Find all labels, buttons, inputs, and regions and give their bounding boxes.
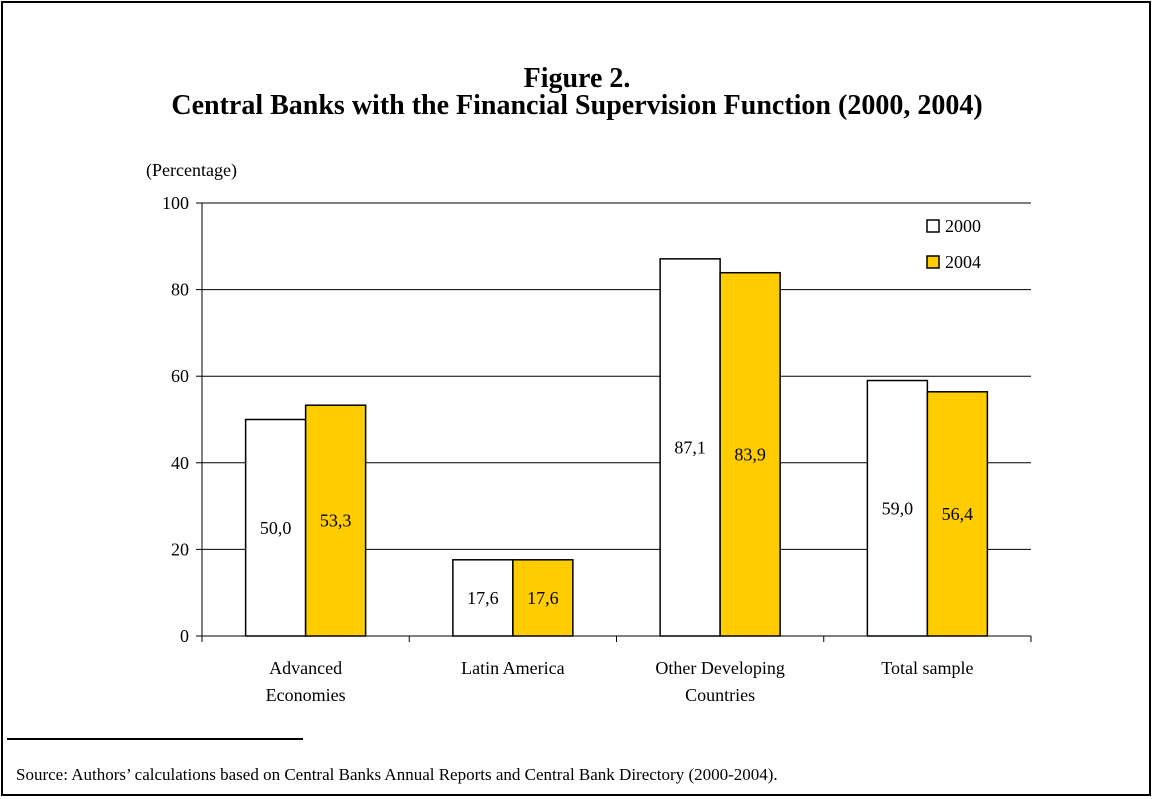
data-label-2000: 59,0 [882, 498, 914, 518]
data-label-2004: 53,3 [320, 511, 352, 531]
x-category-label: Economies [266, 685, 346, 705]
y-tick-label: 20 [171, 539, 189, 559]
x-category-label: Latin America [461, 658, 564, 678]
bar-2004 [304, 404, 367, 637]
bar-2000 [866, 379, 929, 637]
data-label-2000: 50,0 [260, 518, 292, 538]
x-category-label: Total sample [881, 658, 973, 678]
footnote-divider [7, 738, 303, 740]
legend-swatch-2004 [926, 255, 940, 269]
bar-2000 [452, 559, 514, 637]
data-label-2004: 83,9 [734, 444, 766, 464]
y-tick-label: 100 [162, 193, 189, 213]
bar-2004 [512, 559, 574, 637]
legend-swatch-2000 [926, 219, 940, 233]
figure-title: Central Banks with the Financial Supervi… [171, 90, 983, 121]
figure-number: Figure 2. [523, 63, 631, 94]
data-label-2000: 17,6 [467, 588, 499, 608]
data-label-2004: 56,4 [942, 504, 974, 524]
bar-2000 [659, 258, 721, 637]
x-category-label: Advanced [269, 658, 342, 678]
y-axis-title: (Percentage) [146, 160, 237, 181]
data-label-2004: 17,6 [527, 588, 559, 608]
legend-label-2000: 2000 [945, 216, 981, 236]
y-tick-label: 80 [171, 280, 189, 300]
bar-2004 [719, 271, 781, 637]
source-note: Source: Authors’ calculations based on C… [16, 765, 778, 784]
x-category-label: Countries [685, 685, 755, 705]
x-category-label: Other Developing [655, 658, 784, 678]
y-tick-label: 60 [171, 366, 189, 386]
legend-label-2004: 2004 [945, 252, 981, 272]
y-tick-label: 40 [171, 453, 189, 473]
bar-2004 [926, 391, 989, 637]
y-tick-label: 0 [180, 626, 189, 646]
data-label-2000: 87,1 [674, 437, 706, 457]
